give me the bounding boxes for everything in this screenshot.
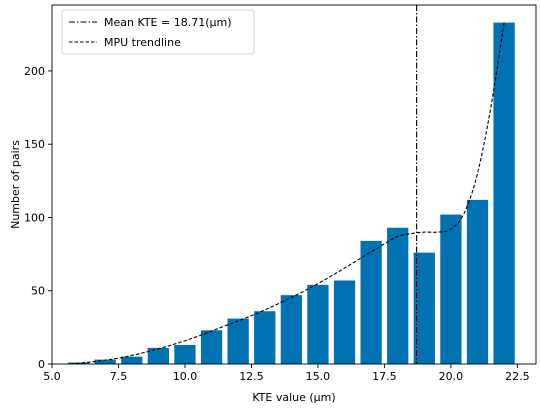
x-axis-label: KTE value (µm) [252,391,335,404]
x-tick-label: 10.0 [173,370,198,383]
bar-12 [387,227,409,364]
x-tick-label: 17.5 [372,370,397,383]
y-tick-label: 100 [24,211,45,224]
bar-1 [94,359,116,364]
x-tick-label: 22.5 [505,370,530,383]
y-tick-label: 50 [31,285,45,298]
y-tick-label: 0 [38,358,45,371]
legend-box [61,9,255,55]
legend-mean-label: Mean KTE = 18.71(µm) [104,16,232,29]
y-axis-label: Number of pairs [9,140,22,229]
x-tick-label: 5.0 [43,370,61,383]
trendline-layer [70,22,505,365]
plot-frame [51,4,537,365]
bar-13 [413,252,435,364]
bar-7 [254,311,276,364]
bar-15 [466,199,489,364]
x-axis-ticks: 5.0 7.5 10.0 12.5 15.0 17.5 20.0 22.5 [43,364,530,383]
bar-9 [307,284,329,364]
y-tick-label: 200 [24,65,45,78]
bar-3 [147,347,170,364]
legend: Mean KTE = 18.71(µm) MPU trendline [61,9,255,55]
bar-series [67,22,515,364]
legend-trendline-label: MPU trendline [104,36,181,49]
bar-2 [121,356,143,364]
bar-8 [280,295,302,364]
x-tick-label: 12.5 [239,370,264,383]
trendline [70,22,505,365]
bar-10 [333,280,356,364]
x-tick-label: 20.0 [439,370,464,383]
bar-5 [200,330,223,364]
x-tick-label: 15.0 [306,370,331,383]
x-tick-label: 7.5 [110,370,128,383]
y-axis-ticks: 0 50 100 150 200 [24,65,52,371]
bar-4 [174,344,196,364]
y-tick-label: 150 [24,138,45,151]
bar-14 [440,214,462,364]
bar-11 [360,240,382,364]
bar-16 [493,22,515,364]
bar-6 [227,318,249,364]
